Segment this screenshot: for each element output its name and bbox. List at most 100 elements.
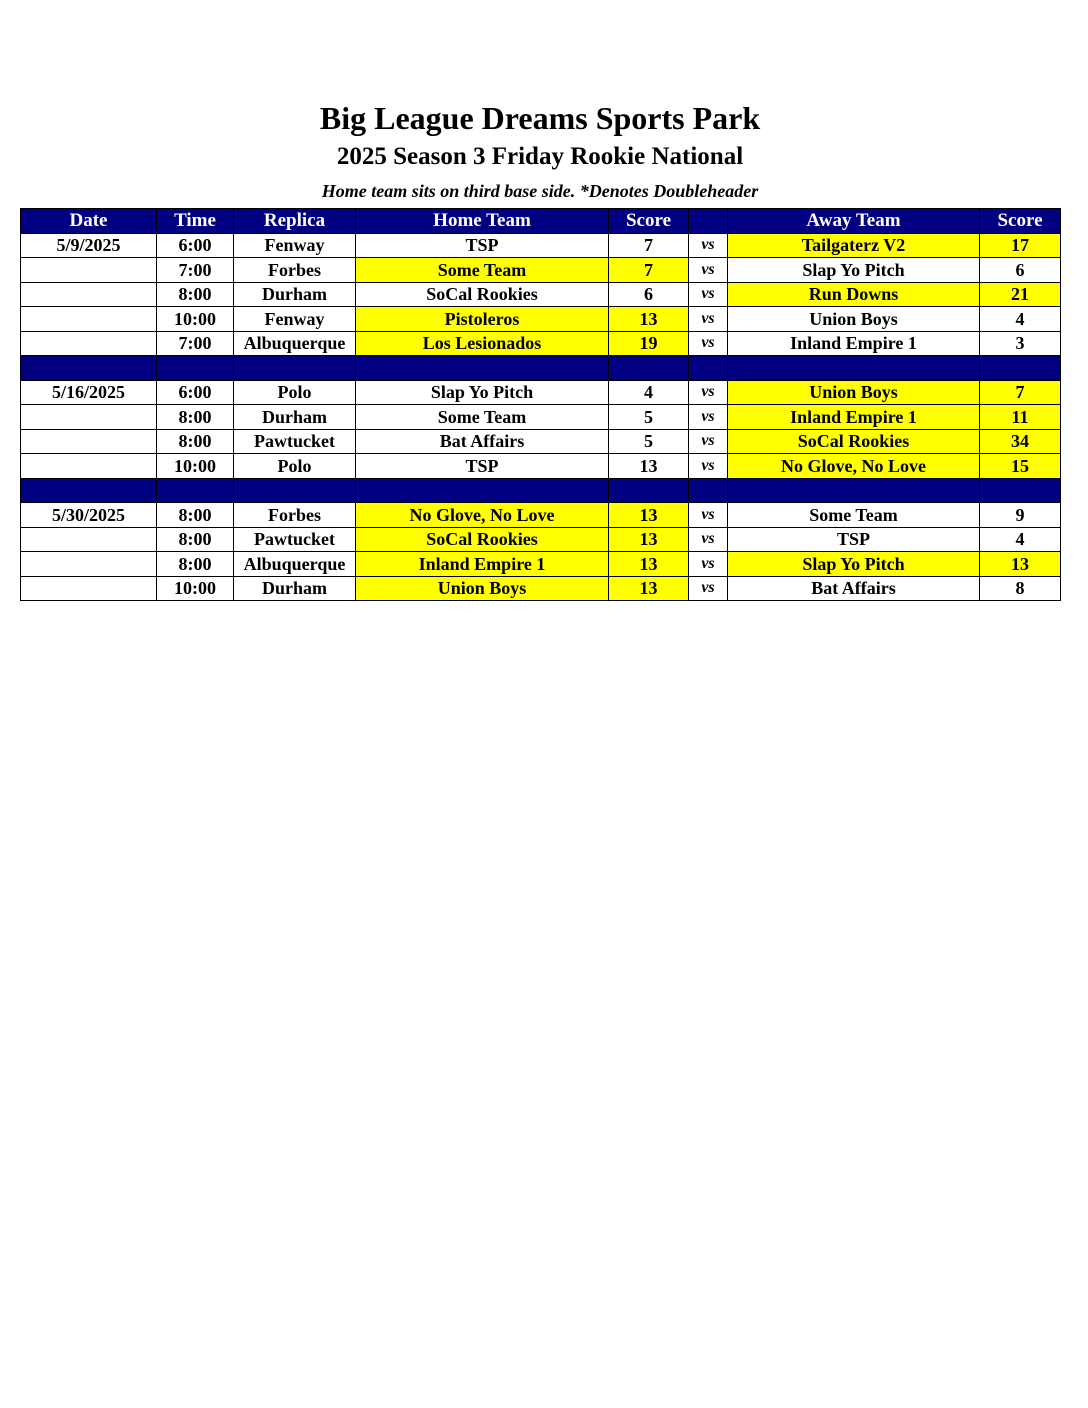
column-header-vs: [688, 208, 728, 234]
replica-cell: Polo: [233, 379, 356, 405]
schedule-table: Date Time Replica Home Team Score Away Team Sc…: [20, 208, 1061, 601]
week-separator-row: [20, 355, 1061, 381]
date-cell: [20, 404, 157, 430]
vs-cell: vs: [688, 404, 728, 430]
game-row: 8:00 Durham Some Team 5 vs Inland Empire 1 11: [20, 404, 1061, 430]
column-header-time: Time: [156, 208, 234, 234]
game-row: 10:00 Fenway Pistoleros 13 vs Union Boys 4: [20, 306, 1061, 332]
replica-cell: Fenway: [233, 306, 356, 332]
away-score-cell: 11: [979, 404, 1061, 430]
away-team-cell: SoCal Rookies: [727, 428, 980, 454]
game-row: 8:00 Pawtucket SoCal Rookies 13 vs TSP 4: [20, 526, 1061, 552]
away-score-cell: 3: [979, 330, 1061, 356]
date-cell: [20, 526, 157, 552]
home-score-cell: 5: [608, 428, 689, 454]
separator-cell: [688, 355, 728, 381]
away-score-cell: 6: [979, 257, 1061, 283]
away-team-cell: TSP: [727, 526, 980, 552]
away-team-cell: Some Team: [727, 502, 980, 528]
home-score-cell: 7: [608, 232, 689, 258]
home-score-cell: 13: [608, 502, 689, 528]
separator-cell: [727, 355, 980, 381]
time-cell: 8:00: [156, 526, 234, 552]
separator-cell: [979, 477, 1061, 503]
away-score-cell: 34: [979, 428, 1061, 454]
date-cell: [20, 306, 157, 332]
time-cell: 8:00: [156, 428, 234, 454]
column-header-away-team: Away Team: [727, 208, 980, 234]
replica-cell: Durham: [233, 281, 356, 307]
replica-cell: Durham: [233, 404, 356, 430]
home-team-cell: Union Boys: [355, 575, 609, 601]
replica-cell: Albuquerque: [233, 330, 356, 356]
separator-cell: [727, 477, 980, 503]
date-cell: [20, 575, 157, 601]
header-row: Date Time Replica Home Team Score Away Team Sc…: [20, 208, 1061, 234]
away-score-cell: 8: [979, 575, 1061, 601]
column-header-home-team: Home Team: [355, 208, 609, 234]
home-team-cell: Bat Affairs: [355, 428, 609, 454]
away-score-cell: 4: [979, 526, 1061, 552]
home-team-cell: Inland Empire 1: [355, 551, 609, 577]
away-team-cell: Inland Empire 1: [727, 330, 980, 356]
vs-cell: vs: [688, 453, 728, 479]
separator-cell: [20, 355, 157, 381]
time-cell: 8:00: [156, 502, 234, 528]
game-row: 10:00 Polo TSP 13 vs No Glove, No Love 15: [20, 453, 1061, 479]
game-row: 8:00 Albuquerque Inland Empire 1 13 vs Slap Y…: [20, 551, 1061, 577]
home-team-cell: SoCal Rookies: [355, 281, 609, 307]
date-cell: [20, 428, 157, 454]
vs-cell: vs: [688, 281, 728, 307]
home-score-cell: 4: [608, 379, 689, 405]
date-cell: [20, 257, 157, 283]
time-cell: 10:00: [156, 453, 234, 479]
time-cell: 8:00: [156, 551, 234, 577]
away-score-cell: 15: [979, 453, 1061, 479]
game-row: 10:00 Durham Union Boys 13 vs Bat Affairs 8: [20, 575, 1061, 601]
game-row: 8:00 Durham SoCal Rookies 6 vs Run Downs 21: [20, 281, 1061, 307]
game-row: 5/30/2025 8:00 Forbes No Glove, No Love 13 vs…: [20, 502, 1061, 528]
home-score-cell: 13: [608, 306, 689, 332]
vs-cell: vs: [688, 257, 728, 283]
away-score-cell: 21: [979, 281, 1061, 307]
replica-cell: Durham: [233, 575, 356, 601]
home-team-cell: No Glove, No Love: [355, 502, 609, 528]
schedule-note: Home team sits on third base side. *Deno…: [321, 181, 759, 201]
away-team-cell: Run Downs: [727, 281, 980, 307]
away-team-cell: Inland Empire 1: [727, 404, 980, 430]
away-team-cell: Union Boys: [727, 306, 980, 332]
game-row: 8:00 Pawtucket Bat Affairs 5 vs SoCal Rookies…: [20, 428, 1061, 454]
home-score-cell: 5: [608, 404, 689, 430]
game-row: 5/9/2025 6:00 Fenway TSP 7 vs Tailgaterz V2 17: [20, 232, 1061, 258]
time-cell: 6:00: [156, 232, 234, 258]
replica-cell: Albuquerque: [233, 551, 356, 577]
home-team-cell: SoCal Rookies: [355, 526, 609, 552]
separator-cell: [156, 477, 234, 503]
date-cell: 5/30/2025: [20, 502, 157, 528]
replica-cell: Polo: [233, 453, 356, 479]
time-cell: 6:00: [156, 379, 234, 405]
replica-cell: Forbes: [233, 502, 356, 528]
away-score-cell: 17: [979, 232, 1061, 258]
game-row: 7:00 Forbes Some Team 7 vs Slap Yo Pitch 6: [20, 257, 1061, 283]
away-score-cell: 4: [979, 306, 1061, 332]
game-row: 5/16/2025 6:00 Polo Slap Yo Pitch 4 vs Union B…: [20, 379, 1061, 405]
date-cell: [20, 330, 157, 356]
vs-cell: vs: [688, 306, 728, 332]
away-score-cell: 7: [979, 379, 1061, 405]
separator-cell: [608, 477, 689, 503]
vs-cell: vs: [688, 575, 728, 601]
away-team-cell: Bat Affairs: [727, 575, 980, 601]
game-row: 7:00 Albuquerque Los Lesionados 19 vs Inland …: [20, 330, 1061, 356]
time-cell: 10:00: [156, 306, 234, 332]
away-score-cell: 13: [979, 551, 1061, 577]
home-score-cell: 19: [608, 330, 689, 356]
page-subtitle: 2025 Season 3 Friday Rookie National: [336, 143, 744, 170]
date-cell: 5/16/2025: [20, 379, 157, 405]
home-team-cell: Pistoleros: [355, 306, 609, 332]
time-cell: 10:00: [156, 575, 234, 601]
away-team-cell: No Glove, No Love: [727, 453, 980, 479]
home-team-cell: TSP: [355, 232, 609, 258]
home-score-cell: 13: [608, 453, 689, 479]
home-score-cell: 13: [608, 526, 689, 552]
